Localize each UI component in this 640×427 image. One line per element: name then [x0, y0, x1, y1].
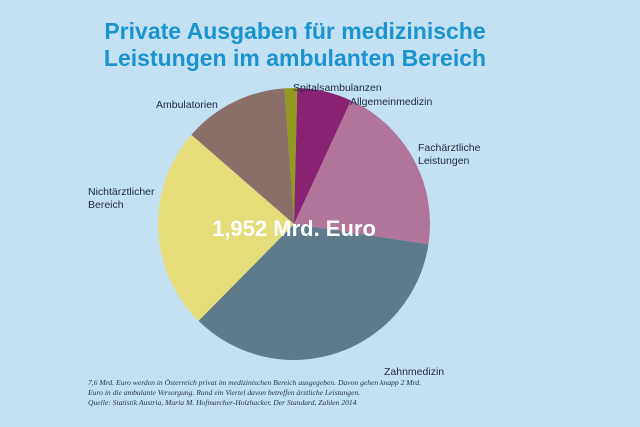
chart-title-line-2: Leistungen im ambulanten Bereich	[103, 45, 487, 71]
pie-slice-allgemeinmedizin	[294, 88, 352, 224]
pie-slice-fachärztliche-leistungen	[294, 100, 430, 245]
center-total-label: 1,952 Mrd. Euro	[212, 216, 376, 241]
label-spitalsambulanzen: Spitalsambulanzen	[293, 82, 382, 94]
label-nichtaerztlich-line-2: Bereich	[88, 199, 124, 211]
pie-slice-ambulatorien	[191, 88, 294, 224]
label-allgemeinmedizin: Allgemeinmedizin	[350, 96, 432, 108]
label-nichtaerztlich-line-1: Nichtärztlicher	[88, 186, 155, 198]
label-zahnmedizin: Zahnmedizin	[384, 366, 444, 378]
label-fachaerztliche-line-2: Leistungen	[418, 155, 470, 167]
chart-title-line-1: Private Ausgaben für medizinische	[104, 18, 486, 44]
footnote: 7,6 Mrd. Euro werden in Österreich priva…	[88, 378, 528, 409]
pie-slice-nichtärztlicher-bereich	[158, 134, 294, 321]
pie-slice-spitalsambulanzen	[284, 87, 298, 225]
label-ambulatorien: Ambulatorien	[156, 99, 218, 111]
chart-title: Private Ausgaben für medizinische Leistu…	[0, 18, 590, 72]
pie-slice-zahnmedizin	[198, 224, 429, 360]
footnote-line-2: Euro in die ambulante Versorgung. Rund e…	[88, 388, 361, 398]
pie-slices	[158, 87, 430, 360]
footnote-source: Quelle: Statistik Austria, Maria M. Hofm…	[88, 398, 357, 408]
label-fachaerztliche-line-1: Fachärztliche	[418, 142, 481, 154]
footnote-line-1: 7,6 Mrd. Euro werden in Österreich priva…	[88, 378, 422, 387]
